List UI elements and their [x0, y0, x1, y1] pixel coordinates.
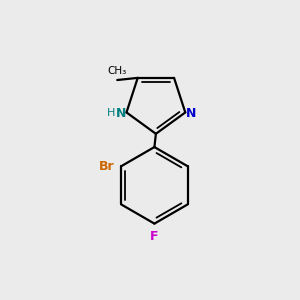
Text: N: N	[185, 106, 196, 119]
Text: N: N	[116, 106, 126, 119]
Text: H: H	[107, 108, 116, 118]
Text: CH₃: CH₃	[108, 66, 127, 76]
Text: F: F	[150, 230, 159, 243]
Text: Br: Br	[99, 160, 115, 173]
